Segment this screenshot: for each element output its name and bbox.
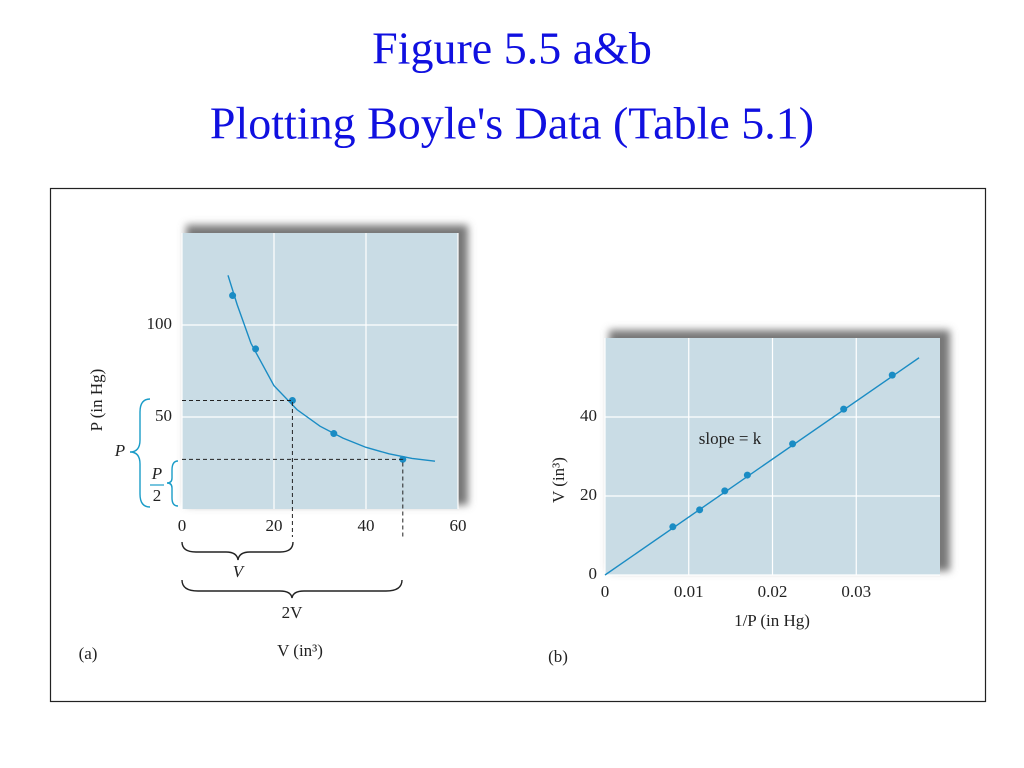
brace	[181, 541, 294, 561]
x-tick-label: 60	[450, 516, 467, 535]
data-point	[288, 396, 296, 404]
panel-label: (b)	[548, 647, 568, 666]
data-point	[669, 523, 677, 531]
y-axis-label: P (in Hg)	[87, 369, 106, 432]
plot-area	[182, 233, 458, 509]
data-point	[721, 487, 729, 495]
data-point	[888, 371, 896, 379]
y-tick-label: 20	[580, 485, 597, 504]
data-point	[229, 292, 237, 300]
x-tick-label: 40	[358, 516, 375, 535]
y-tick-label: 0	[589, 564, 598, 583]
x-tick-label: 0	[601, 582, 610, 601]
x-axis-label: 1/P (in Hg)	[734, 611, 810, 630]
brace-label: 2	[153, 486, 162, 505]
brace	[129, 398, 151, 508]
brace-label: P	[151, 464, 162, 483]
data-point	[789, 440, 797, 448]
y-axis-label: V (in³)	[549, 457, 568, 503]
guide-line	[182, 458, 404, 537]
brace	[166, 460, 179, 507]
figure-frame	[49, 187, 987, 703]
data-point	[330, 430, 338, 438]
data-point	[696, 506, 704, 514]
x-tick-label: 0.02	[758, 582, 788, 601]
data-point	[840, 405, 848, 413]
data-point	[743, 471, 751, 479]
x-tick-label: 0.01	[674, 582, 704, 601]
x-tick-label: 0	[178, 516, 187, 535]
brace-label: P	[114, 441, 125, 460]
x-tick-label: 0.03	[841, 582, 871, 601]
panel-label: (a)	[79, 644, 98, 663]
data-point	[252, 345, 260, 353]
x-axis-label: V (in³)	[277, 641, 323, 660]
x-tick-label: 20	[266, 516, 283, 535]
y-tick-label: 100	[147, 314, 173, 333]
y-tick-label: 50	[155, 406, 172, 425]
guide-line	[182, 399, 293, 537]
y-tick-label: 40	[580, 406, 597, 425]
brace-label: V	[233, 562, 246, 581]
title-line: Plotting Boyle's Data (Table 5.1)	[210, 98, 814, 149]
brace-label: 2V	[282, 603, 304, 622]
slope-label: slope = k	[699, 429, 762, 448]
brace	[181, 579, 403, 599]
title-line: Figure 5.5 a&b	[372, 23, 652, 74]
fit-line	[604, 357, 920, 576]
fit-line	[227, 275, 436, 462]
